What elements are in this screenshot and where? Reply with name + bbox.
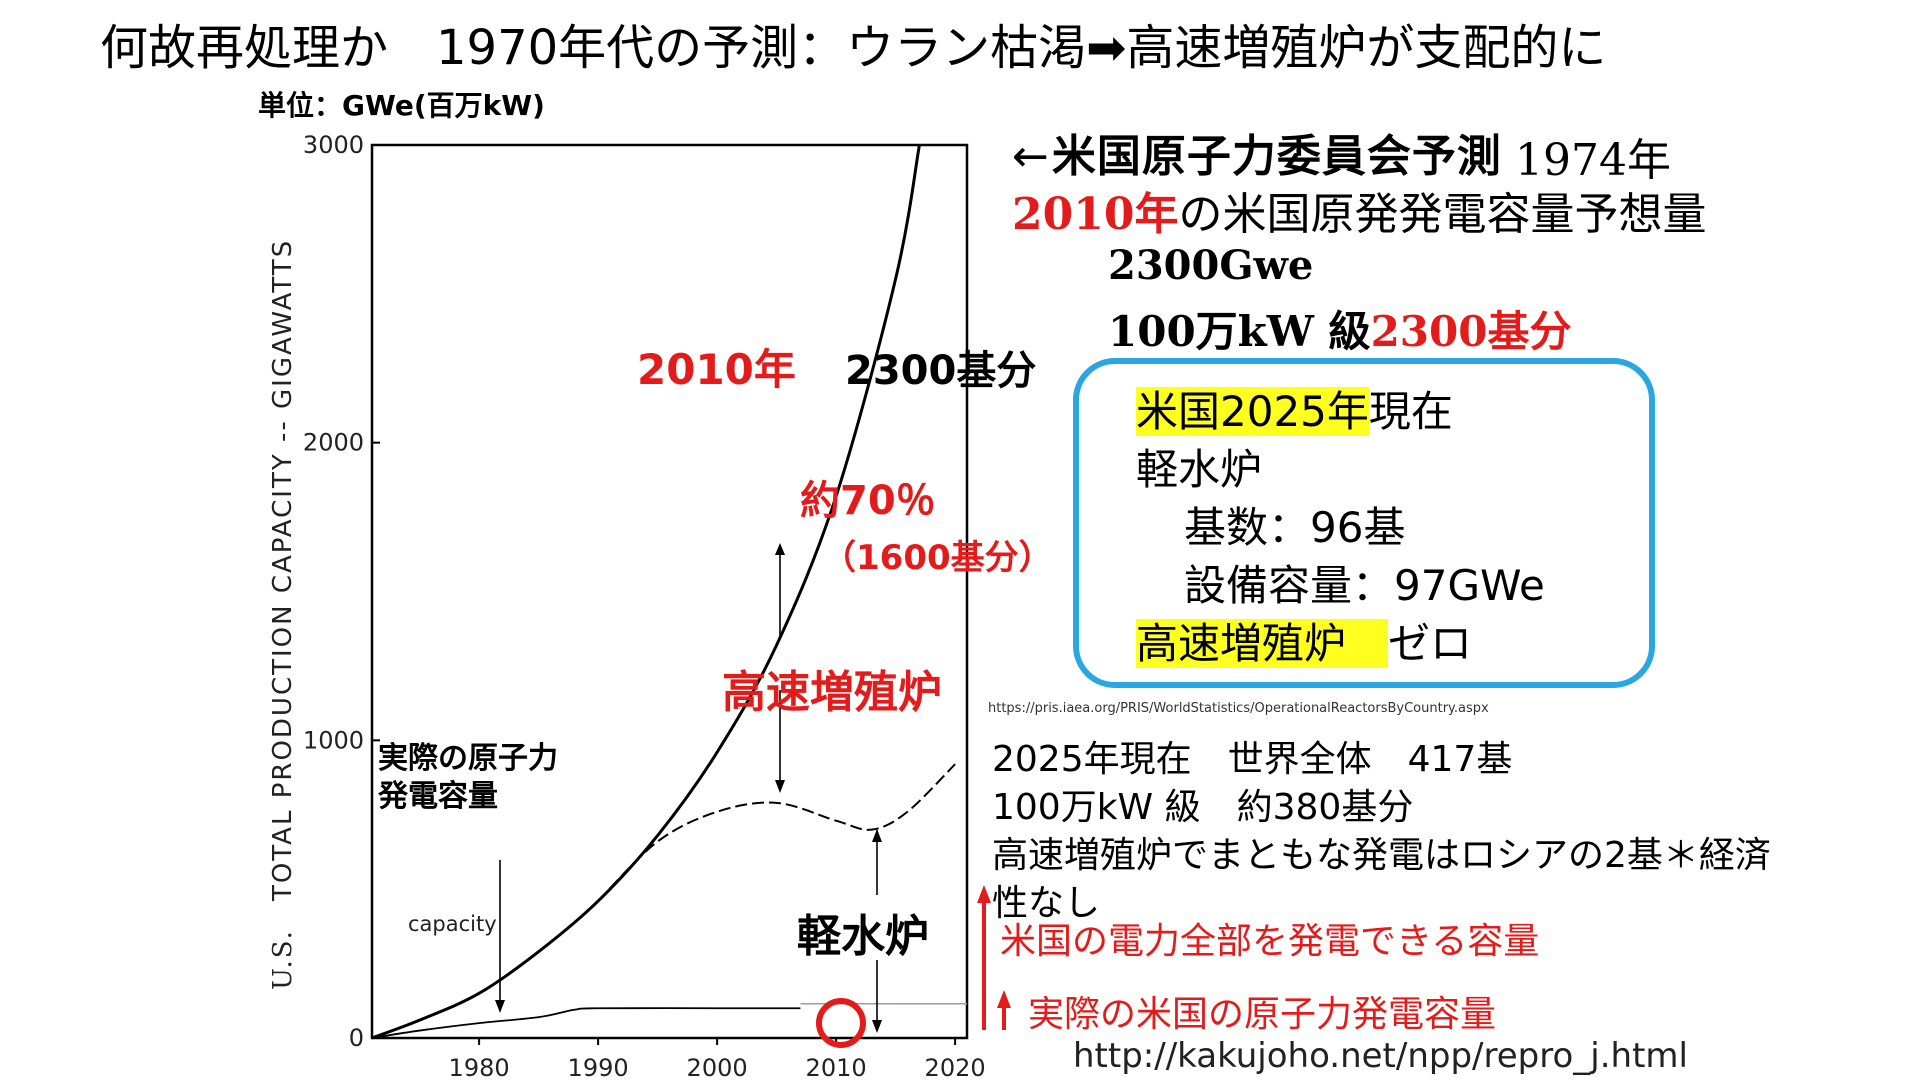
arrow-actual-head	[495, 1000, 505, 1013]
prediction-units-line: 100万kW 級2300基分	[1108, 298, 1571, 359]
box-line-4: 設備容量：97GWe	[1184, 561, 1545, 610]
prediction-gwe: 2300Gwe	[1108, 242, 1314, 289]
label-actual-capacity: 実際の原子力発電容量	[378, 741, 558, 814]
y-tick-label-0: 0	[349, 1024, 364, 1052]
arrow-lwr-down-head	[872, 1020, 882, 1033]
box-line-2: 軽水炉	[1136, 445, 1263, 494]
label-1600-units: （1600基分）	[822, 538, 1053, 578]
series-line-1	[597, 763, 956, 902]
x-tick-label-2020: 2020	[925, 1054, 986, 1080]
x-tick-label-1990: 1990	[568, 1054, 629, 1080]
y-tick-label-3000: 3000	[303, 131, 364, 159]
label-2300-units: 2300基分	[845, 348, 1037, 394]
world-line-1: 2025年現在 世界全体 417基	[992, 739, 1513, 780]
x-tick-label-2000: 2000	[687, 1054, 748, 1080]
ticks-layer: 1980 1990 2000 2010 2020 0 1000 2000 3000	[303, 131, 986, 1080]
y-tick-label-1000: 1000	[303, 726, 364, 754]
series-line-0	[371, 144, 921, 1040]
world-line-3: 高速増殖炉でまともな発電はロシアの2基＊経済	[992, 835, 1771, 876]
plot-frame	[370, 143, 969, 1040]
prediction-line-2010: 2010年の米国原発発電容量予想量	[1012, 178, 1706, 242]
aec-arrow: ←	[1012, 131, 1050, 182]
label-fast-breeder: 高速増殖炉	[722, 667, 942, 718]
slide-title: 何故再処理か 1970年代の予測：ウラン枯渇➡高速増殖炉が支配的に	[100, 20, 1607, 76]
source-url: https://pris.iaea.org/PRIS/WorldStatisti…	[988, 701, 1489, 716]
series-layer	[371, 144, 956, 1040]
aec-prediction-title: ←米国原子力委員会予測	[1012, 120, 1502, 184]
highlight-2010-circle	[816, 998, 866, 1048]
box-now: 現在	[1368, 387, 1453, 436]
prediction-units: 2300基分	[1370, 307, 1572, 356]
plot-border	[370, 143, 969, 1040]
label-capacity-small: capacity	[408, 912, 497, 936]
us-2025-info-box: 米国2025年現在 軽水炉 基数：96基 設備容量：97GWe 高速増殖炉 ゼロ	[1073, 358, 1655, 688]
label-about-70: 約70％	[800, 478, 936, 524]
aec-year: 1974年	[1515, 135, 1671, 186]
series-line-2	[371, 1007, 801, 1039]
arrow-lwr-up-head	[872, 829, 882, 842]
label-2010: 2010年	[637, 345, 796, 394]
box-highlight-us2025: 米国2025年	[1136, 387, 1369, 436]
y-tick-label-2000: 2000	[303, 429, 364, 457]
arrows-layer	[495, 543, 1011, 1048]
us-total-capacity: 米国の電力全部を発電できる容量	[1000, 921, 1540, 962]
box-highlight-fbr: 高速増殖炉	[1136, 619, 1389, 668]
x-tick-label-1980: 1980	[449, 1054, 510, 1080]
box-zero: ゼロ	[1388, 619, 1473, 668]
world-line-2: 100万kW 級 約380基分	[992, 787, 1414, 828]
red-arrow-actual-head	[997, 990, 1011, 1008]
box-line-3: 基数：96基	[1184, 503, 1406, 552]
prediction-description: の米国原発発電容量予想量	[1178, 189, 1707, 240]
world-line-4: 性なし	[992, 883, 1101, 924]
prediction-class: 100万kW 級	[1108, 307, 1371, 356]
red-arrow-total-head	[977, 885, 991, 903]
footer-url: http://kakujoho.net/npp/repro_j.html	[1073, 1036, 1688, 1076]
x-tick-label-2010: 2010	[806, 1054, 867, 1080]
us-actual-nuclear: 実際の米国の原子力発電容量	[1028, 994, 1497, 1035]
aec-title-text: 米国原子力委員会予測	[1051, 131, 1502, 182]
unit-label: 単位：GWe(百万kW)	[258, 89, 545, 122]
arrow-fbr-up-head	[775, 543, 785, 555]
prediction-year-2010: 2010年	[1012, 189, 1179, 240]
box-line-1: 米国2025年現在	[1136, 378, 1453, 439]
arrow-fbr-down-head	[775, 780, 785, 793]
label-light-water: 軽水炉	[797, 911, 929, 962]
box-line-5: 高速増殖炉 ゼロ	[1136, 610, 1472, 671]
